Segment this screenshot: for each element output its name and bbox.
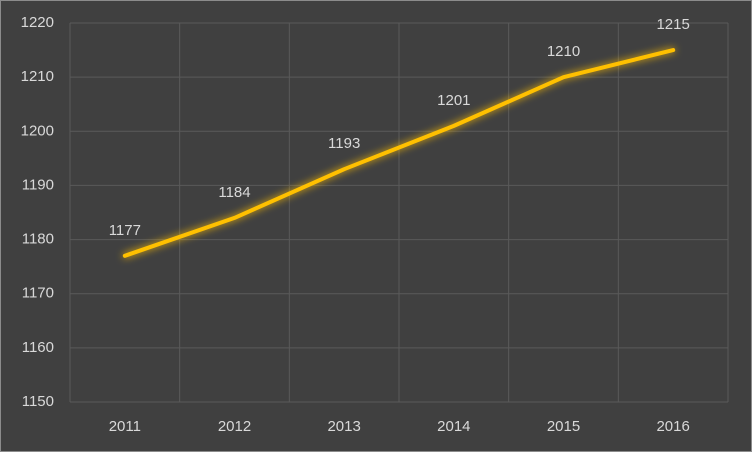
data-label: 1215: [656, 16, 689, 33]
data-label: 1177: [109, 222, 141, 239]
x-tick-label: 2014: [437, 418, 470, 435]
y-tick-label: 1150: [22, 393, 54, 410]
data-label: 1210: [547, 43, 580, 60]
data-label: 1201: [437, 92, 470, 109]
x-tick-label: 2015: [547, 418, 580, 435]
y-tick-label: 1180: [22, 231, 54, 248]
x-tick-label: 2011: [109, 418, 141, 435]
y-tick-label: 1200: [21, 122, 54, 139]
x-tick-label: 2016: [656, 418, 689, 435]
y-tick-label: 1220: [21, 14, 54, 31]
x-tick-label: 2012: [218, 418, 251, 435]
data-label: 1193: [328, 135, 360, 152]
y-tick-label: 1160: [22, 339, 54, 356]
y-tick-label: 1190: [22, 176, 54, 193]
y-tick-label: 1210: [21, 68, 54, 85]
line: [122, 48, 676, 258]
x-tick-label: 2013: [327, 418, 360, 435]
y-tick-label: 1170: [22, 285, 54, 302]
data-label: 1184: [218, 184, 250, 201]
